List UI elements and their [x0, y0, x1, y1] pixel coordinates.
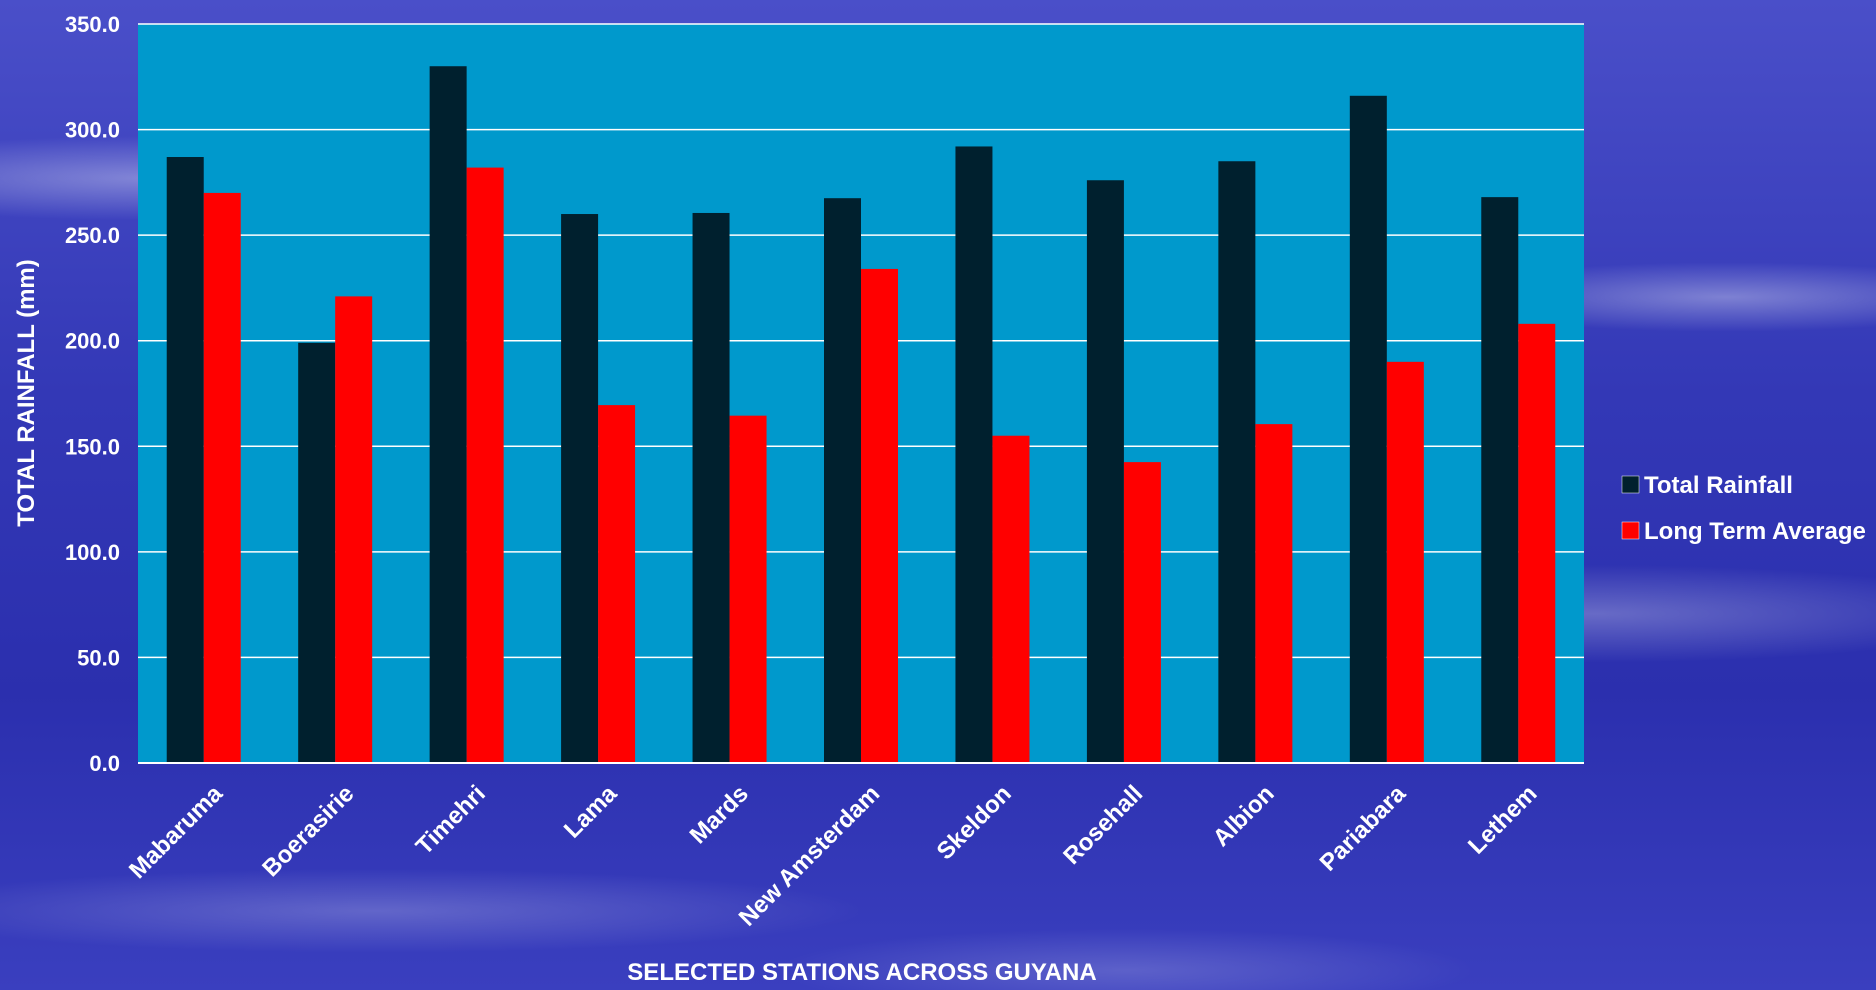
bar-total-rainfall: [1086, 180, 1124, 763]
bar-total-rainfall: [166, 157, 204, 763]
y-tick-label: 50.0: [77, 645, 120, 670]
x-tick-label: Boerasirie: [257, 780, 359, 882]
x-tick-label: Rosehall: [1058, 780, 1148, 870]
x-tick-label: Pariabara: [1315, 780, 1412, 877]
bar-long-term-average: [1255, 424, 1293, 763]
bar-total-rainfall: [298, 342, 336, 763]
legend: Total Rainfall Long Term Average: [1621, 472, 1866, 545]
bar-long-term-average: [335, 296, 373, 763]
y-axis-ticks: 0.0 50.0 100.0 150.0 200.0 250.0 300.0 350.0: [65, 12, 120, 776]
x-tick-label: Mabaruma: [124, 780, 228, 884]
y-tick-label: 200.0: [65, 329, 120, 354]
bar-long-term-average: [729, 415, 767, 763]
bar-total-rainfall: [561, 214, 599, 763]
bar-long-term-average: [1386, 361, 1424, 763]
x-tick-label: Albion: [1208, 780, 1280, 852]
bar-total-rainfall: [824, 198, 861, 763]
bar-long-term-average: [861, 268, 898, 763]
x-tick-label: Timehri: [411, 780, 491, 860]
x-axis-label: SELECTED STATIONS ACROSS GUYANA: [627, 959, 1096, 986]
bar-long-term-average: [466, 167, 504, 763]
bar-long-term-average: [1518, 323, 1556, 763]
y-tick-label: 100.0: [65, 540, 120, 565]
y-tick-label: 300.0: [65, 118, 120, 143]
bar-total-rainfall: [1218, 161, 1256, 763]
legend-label: Total Rainfall: [1644, 472, 1793, 499]
legend-label: Long Term Average: [1644, 518, 1866, 545]
bar-total-rainfall: [692, 212, 730, 764]
bar-total-rainfall: [1481, 197, 1519, 763]
x-tick-label: New Amsterdam: [734, 780, 885, 931]
bar-long-term-average: [992, 435, 1030, 763]
bar-long-term-average: [598, 405, 636, 763]
y-tick-label: 350.0: [65, 12, 120, 37]
x-tick-label: Mards: [685, 780, 754, 849]
y-tick-label: 150.0: [65, 434, 120, 459]
y-tick-label: 0.0: [89, 751, 120, 776]
legend-swatch: [1621, 475, 1640, 494]
bar-total-rainfall: [429, 66, 467, 763]
x-tick-label: Lama: [559, 780, 623, 844]
legend-swatch: [1621, 521, 1640, 540]
y-tick-label: 250.0: [65, 223, 120, 248]
bar-long-term-average: [1123, 462, 1161, 763]
bars: [138, 66, 1584, 764]
x-tick-label: Lethem: [1463, 780, 1542, 859]
bar-total-rainfall: [955, 146, 993, 763]
bar-total-rainfall: [1349, 95, 1387, 763]
bar-long-term-average: [203, 192, 241, 763]
y-axis-label: TOTAL RAINFALL (mm): [13, 259, 40, 527]
x-tick-label: Skeldon: [932, 780, 1017, 865]
